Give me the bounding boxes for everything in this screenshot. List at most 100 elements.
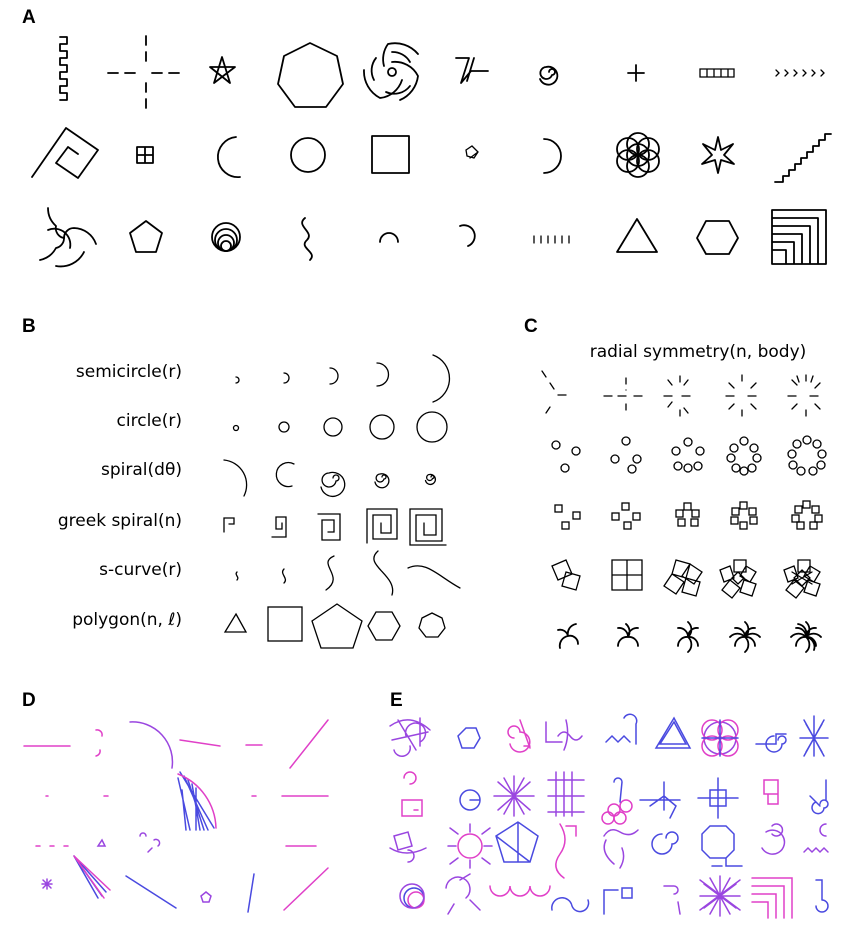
b-greek-spiral-4	[366, 508, 398, 544]
panel-d-letter: D	[22, 690, 36, 711]
a-triangle	[616, 218, 658, 253]
e-sample-4-3	[489, 885, 551, 897]
d-stroke-diagonal-1	[289, 719, 329, 769]
e-sample-2-3	[493, 775, 535, 817]
c-pinwheel-8	[729, 621, 761, 653]
a-square-spiral	[31, 127, 99, 179]
e-sample-1-8	[755, 733, 787, 753]
b-polygon-triangle	[223, 612, 248, 633]
a-s-curve	[301, 217, 313, 261]
a-staircase	[774, 133, 832, 183]
d-stroke-diagonal-4	[283, 867, 329, 911]
a-starburst	[701, 136, 735, 174]
b-spiral-3	[320, 471, 346, 498]
c-square-ring-2	[554, 504, 581, 530]
a-flower-of-life	[616, 132, 660, 178]
a-grid-square	[136, 146, 154, 164]
b-semicircle-5	[432, 354, 451, 403]
e-sample-3-4	[555, 823, 577, 879]
e-sample-4-9	[815, 879, 829, 913]
e-sample-2-5	[601, 777, 633, 825]
c-pinwheel-10	[790, 621, 822, 653]
a-arc	[217, 136, 241, 178]
d-stroke-diagonal-3	[247, 873, 255, 913]
b-polygon-heptagon	[418, 612, 446, 638]
c-pinwheel-4	[617, 623, 639, 647]
b-s-curve-1	[235, 571, 239, 581]
panel-b-grid	[223, 354, 461, 649]
c-circle-ring-6	[671, 437, 705, 473]
a-heptagon	[277, 42, 344, 108]
a-square	[371, 135, 410, 174]
a-star	[209, 56, 236, 84]
e-sample-4-7	[699, 875, 741, 917]
b-s-curve-4	[373, 550, 394, 596]
e-sample-1-3	[507, 719, 531, 753]
d-stroke-asterisk	[41, 878, 53, 890]
a-step-shape	[455, 57, 489, 84]
panel-e-samples	[389, 713, 829, 919]
e-sample-2-4	[547, 771, 585, 817]
b-spiral-1	[223, 459, 248, 497]
e-sample-4-1	[399, 883, 425, 909]
c-pinwheel-6	[677, 621, 699, 653]
b-semicircle-1	[235, 376, 240, 384]
row-label-spiral: spiral(dθ)	[101, 460, 182, 480]
c-dash-rays-4	[603, 377, 643, 411]
c-bigsquare-ring-6	[663, 559, 703, 597]
c-dash-rays-2	[541, 370, 567, 414]
e-sample-3-9	[803, 823, 829, 854]
c-square-ring-6	[675, 502, 700, 527]
b-s-curve-3	[325, 555, 335, 591]
c-square-ring-10	[791, 500, 823, 530]
b-semicircle-2	[283, 372, 290, 384]
b-circle-1	[232, 424, 240, 432]
b-spiral-2	[275, 461, 295, 488]
c-pinwheel-2	[557, 623, 579, 649]
b-greek-spiral-1	[223, 517, 235, 533]
b-s-curve-5	[407, 565, 461, 589]
b-polygon-square	[267, 606, 303, 642]
a-plus	[627, 64, 645, 82]
e-sample-2-1	[401, 771, 423, 817]
b-semicircle-3	[329, 367, 339, 385]
c-square-ring-4	[611, 502, 641, 530]
e-sample-3-1	[389, 831, 427, 863]
b-greek-spiral-2	[271, 516, 287, 538]
e-sample-3-8	[761, 823, 786, 855]
a-small-arc	[379, 232, 399, 243]
b-polygon-hexagon	[367, 611, 401, 641]
e-sample-3-6	[651, 831, 679, 855]
a-right-arc	[543, 138, 562, 174]
a-small-knot	[465, 145, 479, 159]
c-circle-ring-2	[551, 440, 581, 473]
a-pentagon	[129, 220, 163, 253]
c-bigsquare-ring-10	[783, 559, 821, 599]
e-sample-2-9	[809, 779, 829, 815]
c-dash-rays-10	[787, 374, 821, 417]
panel-a-shapes	[31, 35, 832, 268]
b-greek-spiral-3	[317, 513, 341, 541]
panel-b-letter: B	[22, 316, 36, 337]
b-circle-4	[369, 414, 395, 440]
row-label-greek-spiral: greek spiral(n)	[57, 511, 182, 531]
b-s-curve-2	[281, 568, 287, 584]
d-stroke-tiny-arc	[139, 832, 161, 853]
e-sample-4-6	[663, 885, 681, 915]
a-segmented-bar	[699, 68, 735, 78]
d-stroke-line-2	[179, 739, 221, 747]
d-stroke-pentagon	[200, 891, 212, 903]
a-circle	[290, 137, 326, 173]
e-sample-1-4	[545, 719, 583, 751]
e-sample-1-5	[605, 713, 638, 745]
d-stroke-diagonal-2	[125, 875, 177, 909]
b-spiral-5	[424, 473, 437, 486]
d-stroke-kite	[73, 855, 111, 899]
c-bigsquare-ring-4	[611, 559, 643, 591]
c-bigsquare-ring-8	[719, 559, 757, 599]
d-stroke-arc	[129, 721, 174, 769]
a-nested-squares	[771, 209, 827, 265]
row-label-semicircle: semicircle(r)	[75, 362, 182, 382]
a-dashed-cross	[107, 35, 180, 109]
